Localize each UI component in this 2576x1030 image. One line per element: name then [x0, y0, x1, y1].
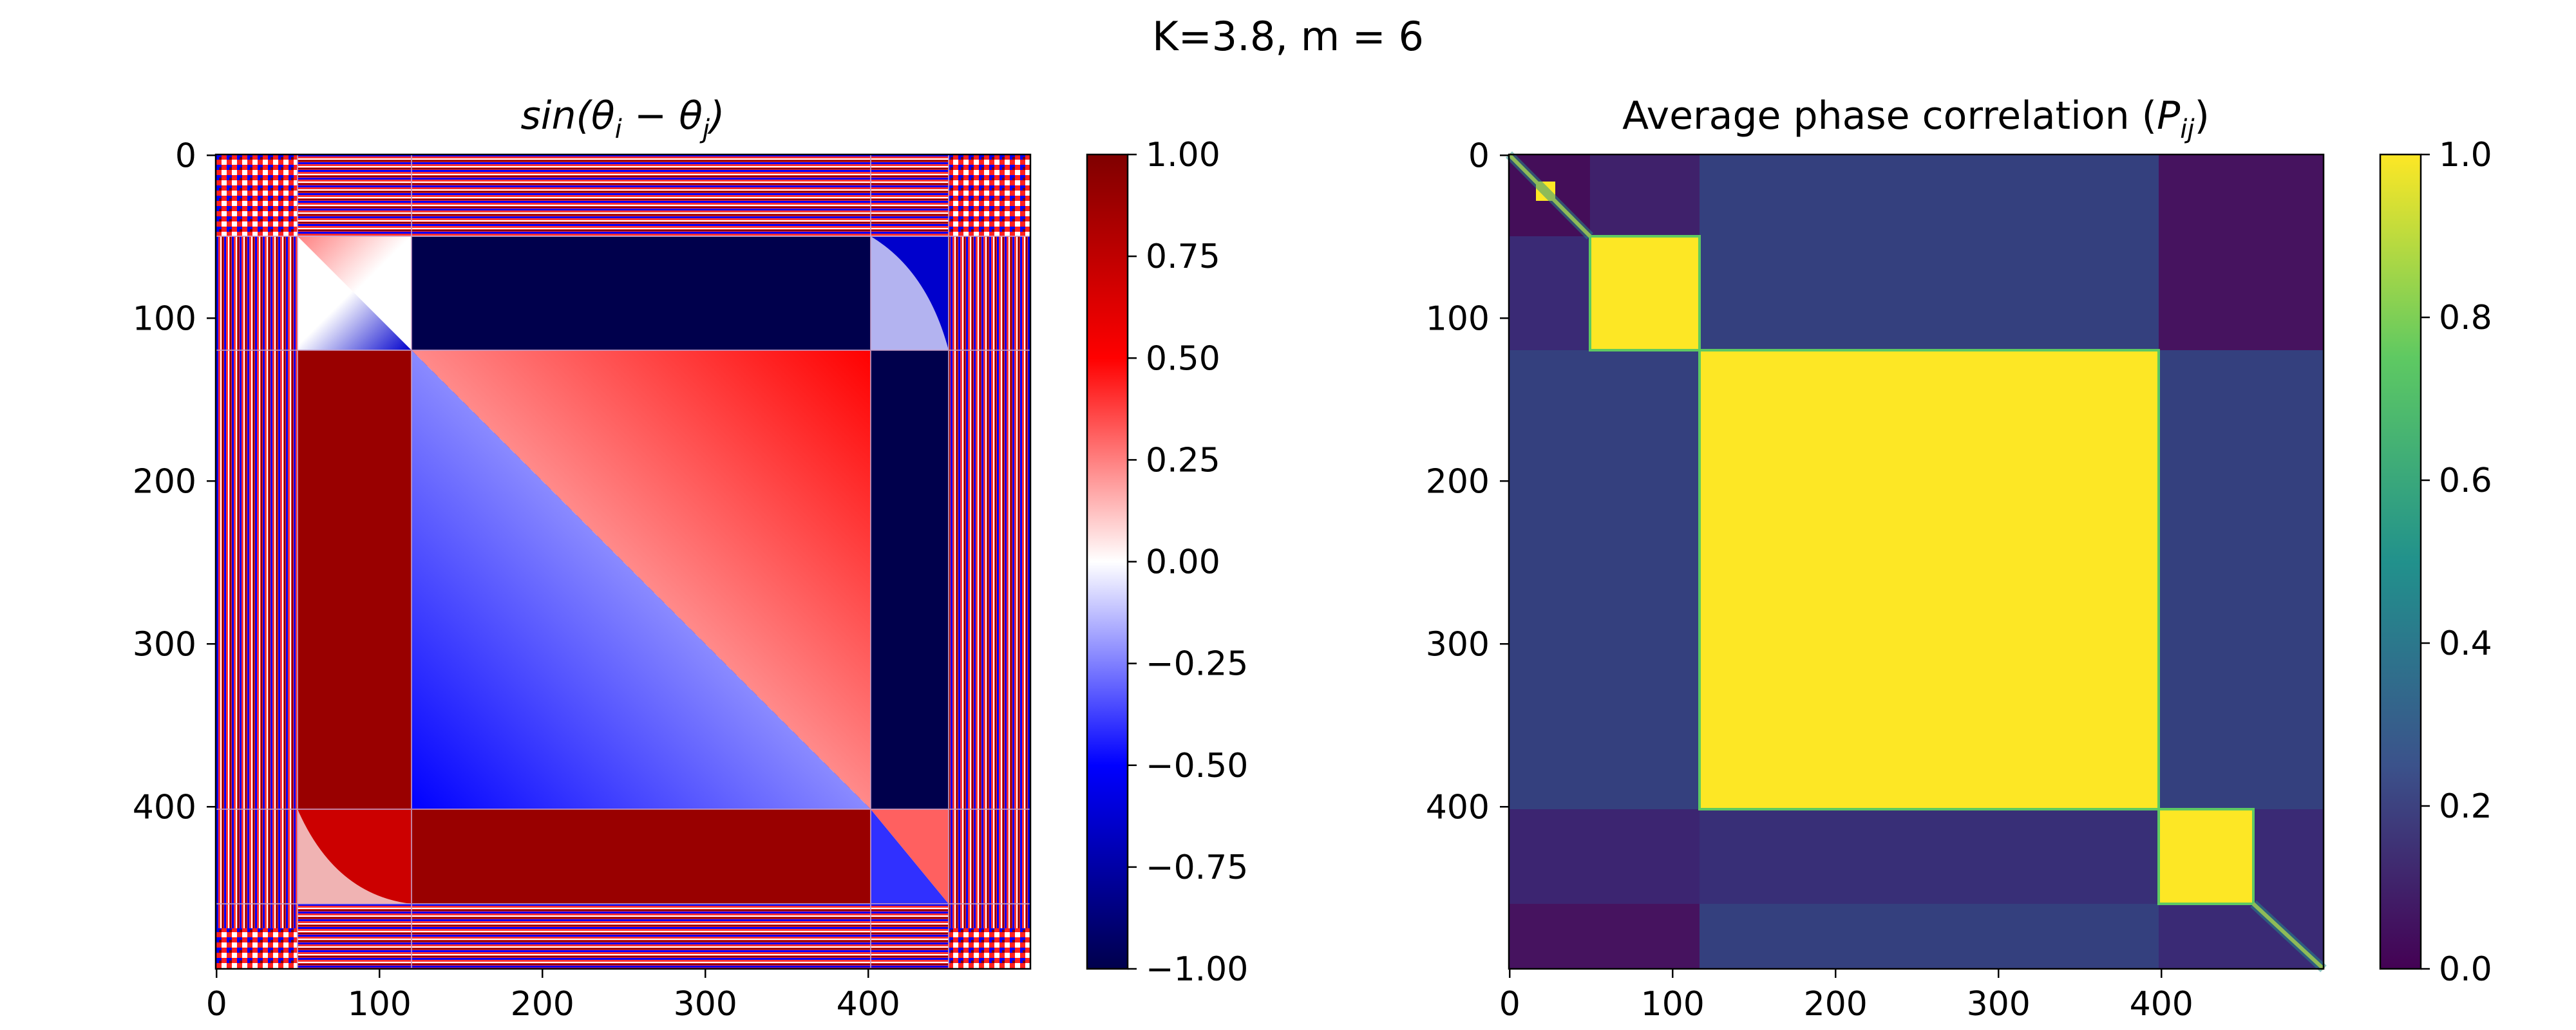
left-xtick-label: 0 — [206, 985, 227, 1024]
right-colorbar-ticks: 1.0 0.8 0.6 0.4 0.2 0.0 — [2421, 136, 2492, 989]
left-ytick-label: 100 — [133, 299, 196, 338]
left-xtick-label: 200 — [511, 985, 574, 1024]
right-colorbar-tick-label: 0.4 — [2439, 624, 2492, 663]
corr-diagonal-bottom-glow — [2250, 900, 2327, 973]
right-heatmap-panel: Average phase correlation (Pij) 0 10 — [1426, 93, 2492, 1024]
heat-cluster4-upper — [871, 809, 949, 904]
right-xtick-label: 200 — [1804, 985, 1868, 1024]
left-ytick-label: 0 — [175, 136, 196, 175]
right-plot-frame — [1508, 153, 2325, 970]
right-panel-title: Average phase correlation (Pij) — [1622, 93, 2210, 144]
heat-corner-tr-arc — [871, 236, 949, 350]
heat-stripes-left — [216, 236, 298, 928]
left-panel-title: sin(θi − θj) — [521, 93, 725, 144]
heat-region-bottom-red — [412, 809, 871, 904]
heat-cluster2-lower — [298, 236, 412, 350]
left-heatmap-panel: sin(θi − θj) — [133, 93, 1249, 1024]
left-colorbar-tick-label: 0.00 — [1146, 543, 1220, 582]
right-colorbar-tick-label: 0.6 — [2439, 462, 2492, 500]
right-xtick-label: 400 — [2130, 985, 2193, 1024]
figure-suptitle: K=3.8, m = 6 — [1152, 13, 1424, 60]
right-xtick-label: 100 — [1641, 985, 1705, 1024]
right-xtick-label: 300 — [1967, 985, 2031, 1024]
right-xtick-label: 0 — [1499, 985, 1520, 1024]
left-colorbar-tick-label: −0.75 — [1146, 848, 1248, 887]
left-colorbar-tick-label: −1.00 — [1146, 950, 1248, 989]
right-colorbar — [2379, 153, 2422, 970]
heat-region-left-red — [298, 350, 412, 809]
left-ytick-label: 200 — [133, 462, 196, 501]
left-colorbar-tick-label: 1.00 — [1146, 136, 1220, 174]
left-xtick-label: 400 — [837, 985, 900, 1024]
right-colorbar-tick-label: 0.2 — [2439, 787, 2492, 826]
heat-bigcluster-lower — [412, 350, 871, 809]
left-colorbar-ticks: 1.00 0.75 0.50 0.25 0.00 −0.25 −0.50 −0.75 −1.00 — [1128, 136, 1248, 989]
corr-diagonal-top-glow — [1506, 151, 1593, 239]
left-colorbar-tick-label: −0.50 — [1146, 747, 1248, 785]
heat-stripes-top — [298, 154, 949, 236]
right-ytick-label: 300 — [1426, 625, 1490, 664]
heat-stripes-right — [949, 236, 1030, 928]
corr-block-cluster4 — [2157, 808, 2255, 905]
left-colorbar-tick-label: 0.75 — [1146, 238, 1220, 276]
left-colorbar-tick-label: 0.25 — [1146, 441, 1220, 480]
heat-corner-bl-arc — [298, 809, 412, 904]
left-xtick-label: 300 — [674, 985, 737, 1024]
corr-band-row-4 — [1509, 809, 2159, 904]
left-ytick-label: 400 — [133, 788, 196, 827]
left-heatmap-image — [216, 154, 1030, 969]
heat-region-right-navy — [871, 350, 949, 809]
right-ytick-label: 400 — [1426, 788, 1490, 827]
left-colorbar-tick-label: 0.50 — [1146, 339, 1220, 378]
heat-region-top-navy — [412, 236, 871, 350]
right-ytick-label: 100 — [1426, 299, 1490, 338]
right-colorbar-tick-label: 1.0 — [2439, 136, 2492, 174]
left-colorbar-tick-label: −0.25 — [1146, 645, 1248, 684]
right-colorbar-tick-label: 0.0 — [2439, 950, 2492, 989]
right-colorbar-tick-label: 0.8 — [2439, 299, 2492, 337]
right-axis-ticks: 0 100 200 300 400 0 100 200 300 400 — [1426, 136, 2193, 1024]
corr-corner-tr — [2159, 154, 2324, 350]
right-ytick-label: 0 — [1468, 136, 1490, 175]
left-axis-ticks: 0 100 200 300 400 0 100 200 300 400 — [133, 136, 900, 1024]
left-ytick-label: 300 — [133, 625, 196, 664]
left-colorbar — [1086, 153, 1129, 970]
right-heatmap-image — [1506, 151, 2327, 973]
left-plot-frame — [214, 153, 1032, 970]
right-ytick-label: 200 — [1426, 462, 1490, 501]
corr-block-cluster2 — [1589, 235, 1701, 351]
left-xtick-label: 100 — [348, 985, 412, 1024]
corr-block-cluster3 — [1698, 349, 2160, 810]
heat-cluster-lines — [216, 154, 1030, 969]
heat-stripes-bottom — [298, 904, 949, 969]
